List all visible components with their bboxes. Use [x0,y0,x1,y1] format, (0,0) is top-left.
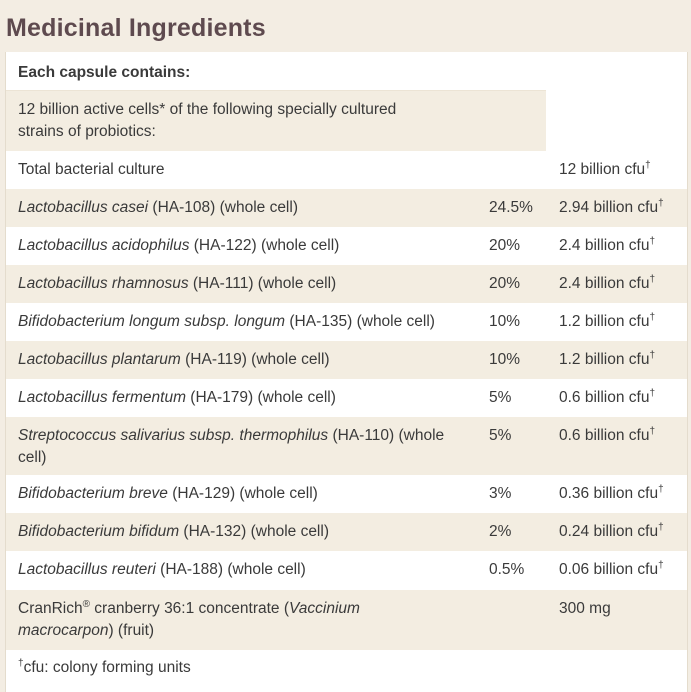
ingredient-percent: 3% [489,485,512,502]
ingredient-row: Streptococcus salivarius subsp. thermoph… [6,417,687,475]
ingredient-amount: 1.2 billion cfu† [559,349,656,368]
ingredient-row: Lactobacillus fermentum (HA-179) (whole … [6,379,687,417]
ingredient-percent: 10% [489,351,521,368]
ingredient-percent: 20% [489,275,521,292]
footnote-row: †cfu: colony forming units [6,650,687,690]
intro-row: 12 billion active cells* of the followin… [6,91,546,151]
page-title: Medicinal Ingredients [6,14,266,42]
ingredient-percent: 5% [489,389,512,406]
table-header-row: Each capsule contains: [6,52,687,90]
ingredient-amount: 0.36 billion cfu† [559,483,664,502]
ingredient-amount: 2.4 billion cfu† [559,273,656,292]
cranrich-amount: 300 mg [559,600,611,617]
intro-text: 12 billion active cells* of the followin… [18,101,397,140]
ingredient-row: Bifidobacterium bifidum (HA-132) (whole … [6,513,687,551]
ingredient-row: Lactobacillus reuteri (HA-188) (whole ce… [6,551,687,589]
ingredient-amount: 2.94 billion cfu† [559,197,664,216]
ingredient-amount: 0.6 billion cfu† [559,387,656,406]
ingredient-name: Lactobacillus plantarum (HA-119) (whole … [18,351,330,368]
ingredient-row: Lactobacillus casei (HA-108) (whole cell… [6,189,687,227]
ingredient-percent: 5% [489,427,512,444]
ingredient-name: Bifidobacterium breve (HA-129) (whole ce… [18,485,318,502]
ingredient-name: Streptococcus salivarius subsp. thermoph… [18,427,445,466]
total-amount: 12 billion cfu† [559,159,651,178]
ingredient-name: Lactobacillus fermentum (HA-179) (whole … [18,389,336,406]
ingredient-percent: 10% [489,313,521,330]
ingredient-name: Lactobacillus reuteri (HA-188) (whole ce… [18,561,306,578]
ingredient-percent: 24.5% [489,199,533,216]
ingredient-row: Bifidobacterium longum subsp. longum (HA… [6,303,687,341]
ingredients-table: Each capsule contains: 12 billion active… [5,52,688,692]
cranrich-row: CranRich® cranberry 36:1 concentrate (Va… [6,590,687,650]
table-header: Each capsule contains: [18,64,191,81]
ingredient-row: Lactobacillus plantarum (HA-119) (whole … [6,341,687,379]
total-row: Total bacterial culture 12 billion cfu† [6,152,687,188]
ingredient-name: Bifidobacterium bifidum (HA-132) (whole … [18,523,329,540]
ingredient-row: Bifidobacterium breve (HA-129) (whole ce… [6,475,687,513]
ingredient-row: Lactobacillus acidophilus (HA-122) (whol… [6,227,687,265]
ingredient-amount: 2.4 billion cfu† [559,235,656,254]
ingredient-percent: 0.5% [489,561,525,578]
ingredient-name: Lactobacillus rhamnosus (HA-111) (whole … [18,275,337,292]
ingredient-name: Lactobacillus acidophilus (HA-122) (whol… [18,237,340,254]
ingredient-percent: 20% [489,237,521,254]
total-label: Total bacterial culture [18,161,165,178]
ingredient-percent: 2% [489,523,512,540]
ingredient-amount: 0.06 billion cfu† [559,559,664,578]
cranrich-label: CranRich® cranberry 36:1 concentrate (Va… [18,598,360,639]
ingredient-amount: 0.6 billion cfu† [559,425,656,444]
ingredient-row: Lactobacillus rhamnosus (HA-111) (whole … [6,265,687,303]
ingredient-name: Lactobacillus casei (HA-108) (whole cell… [18,199,298,216]
ingredient-amount: 0.24 billion cfu† [559,521,664,540]
ingredient-name: Bifidobacterium longum subsp. longum (HA… [18,313,435,330]
footnote: †cfu: colony forming units [18,657,191,676]
ingredient-amount: 1.2 billion cfu† [559,311,656,330]
